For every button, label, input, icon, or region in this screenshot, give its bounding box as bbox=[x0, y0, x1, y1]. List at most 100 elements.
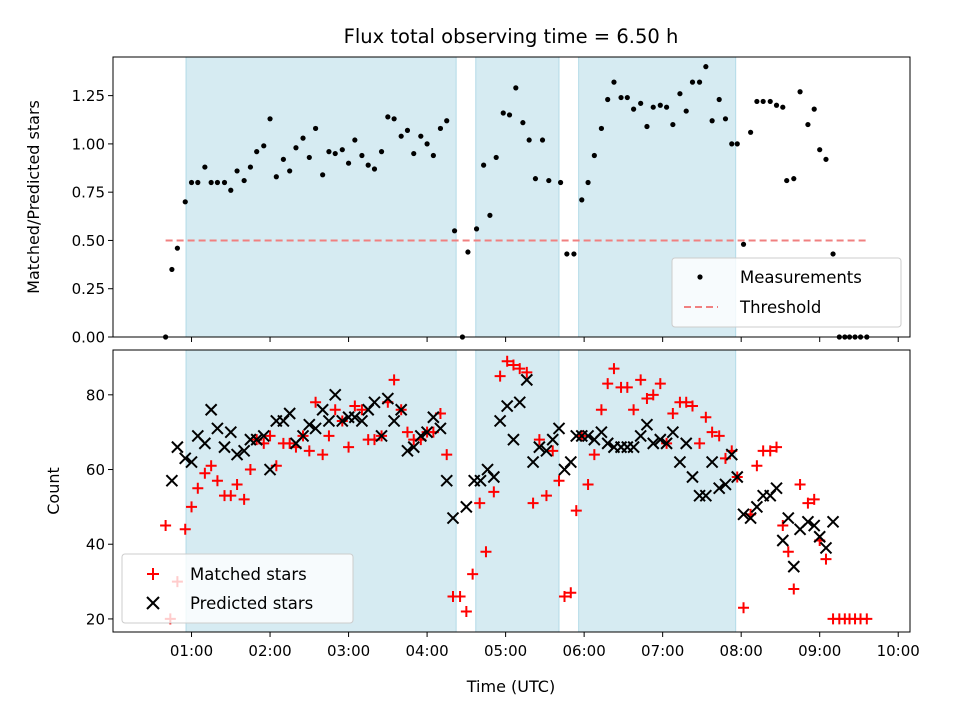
top-y-ticks: 0.00 0.25 0.50 0.75 1.00 1.25 bbox=[72, 87, 113, 347]
measurement-point bbox=[385, 114, 391, 120]
top-y-tick-label: 0.00 bbox=[72, 329, 105, 347]
measurement-point bbox=[339, 147, 345, 153]
measurement-point bbox=[591, 152, 597, 159]
measurement-point bbox=[754, 98, 760, 105]
predicted-star-point bbox=[316, 403, 329, 416]
matched-star-point bbox=[460, 605, 472, 617]
matched-star-point bbox=[570, 505, 582, 517]
top-axes-frame bbox=[112, 56, 911, 338]
predicted-star-point bbox=[336, 414, 349, 428]
measurement-point bbox=[500, 110, 506, 116]
predicted-star-point bbox=[185, 455, 198, 469]
measurement-point bbox=[287, 168, 293, 174]
matched-star-point bbox=[388, 374, 400, 386]
shaded-interval-3 bbox=[578, 349, 737, 633]
measurement-point bbox=[748, 129, 754, 135]
matched-star-point bbox=[608, 363, 620, 375]
measurement-point bbox=[444, 118, 450, 124]
measurement-point bbox=[689, 79, 696, 85]
measurement-point bbox=[312, 125, 319, 132]
measurement-point bbox=[202, 164, 208, 170]
legend-matched-label: Matched stars bbox=[190, 565, 307, 584]
predicted-star-point bbox=[368, 396, 381, 409]
matched-star-point bbox=[751, 460, 763, 472]
measurement-point bbox=[234, 168, 240, 174]
measurement-point bbox=[398, 133, 404, 139]
top-legend-box bbox=[671, 257, 902, 328]
measurement-point bbox=[638, 100, 644, 106]
predicted-star-point bbox=[807, 519, 821, 532]
matched-star-point bbox=[706, 426, 718, 438]
predicted-star-point bbox=[520, 373, 534, 387]
measurement-point bbox=[208, 179, 214, 186]
matched-star-point bbox=[777, 520, 789, 532]
measurement-point bbox=[169, 266, 175, 273]
predicted-star-point bbox=[263, 463, 277, 476]
matched-star-point bbox=[547, 445, 559, 457]
predicted-star-point bbox=[296, 429, 310, 443]
measurement-point bbox=[332, 150, 338, 157]
matched-star-point bbox=[401, 426, 413, 438]
top-legend: Measurements Threshold bbox=[671, 257, 902, 328]
measurement-point bbox=[598, 125, 605, 132]
predicted-star-point bbox=[487, 470, 501, 484]
x-tick-label: 06:00 bbox=[563, 642, 606, 660]
measurement-point bbox=[411, 150, 417, 157]
measurement-point bbox=[182, 199, 188, 205]
predicted-star-point bbox=[627, 440, 640, 454]
matched-star-point bbox=[160, 520, 172, 532]
matched-star-point bbox=[635, 374, 647, 386]
measurement-point bbox=[293, 145, 299, 151]
measurement-point bbox=[624, 94, 630, 101]
predicted-star-point bbox=[230, 448, 244, 461]
matched-star-point bbox=[686, 400, 698, 412]
matched-star-point bbox=[303, 445, 315, 457]
matched-star-point bbox=[595, 404, 607, 416]
matched-star-point bbox=[323, 430, 335, 442]
bottom-legend-box bbox=[121, 553, 354, 624]
matched-star-point bbox=[794, 478, 806, 490]
measurement-point bbox=[365, 162, 371, 168]
matched-star-point bbox=[582, 478, 594, 490]
bottom-y-ticks: 20 40 60 80 bbox=[86, 386, 113, 628]
top-x-ticks bbox=[191, 337, 899, 342]
predicted-star-point bbox=[673, 455, 687, 469]
matched-star-point bbox=[238, 493, 250, 505]
matched-star-point bbox=[199, 467, 211, 479]
measurement-point bbox=[254, 149, 260, 155]
matched-star-point bbox=[507, 359, 519, 371]
measurement-point bbox=[513, 85, 519, 91]
matched-star-point bbox=[480, 546, 492, 558]
predicted-star-point bbox=[564, 455, 577, 469]
measurement-point bbox=[644, 123, 650, 130]
measurement-point bbox=[703, 64, 709, 70]
matched-star-point bbox=[602, 378, 614, 390]
matched-star-point bbox=[565, 587, 577, 599]
measurement-point bbox=[657, 102, 663, 108]
measurement-point bbox=[631, 106, 637, 112]
predicted-star-point bbox=[237, 444, 251, 458]
chart-title: Flux total observing time = 6.50 h bbox=[344, 25, 679, 48]
measurement-point bbox=[378, 149, 385, 155]
measurement-point bbox=[280, 156, 286, 162]
matched-star-point bbox=[441, 449, 453, 461]
measurement-point bbox=[722, 116, 729, 122]
measurement-point bbox=[696, 79, 703, 85]
matched-star-point bbox=[654, 378, 666, 390]
bottom-legend: Matched stars Predicted stars bbox=[121, 553, 354, 624]
bottom-y-tick-label: 60 bbox=[86, 461, 105, 479]
measurement-point bbox=[326, 149, 332, 155]
matched-star-point bbox=[647, 389, 659, 401]
measurement-point bbox=[437, 125, 444, 132]
legend-measurements-label: Measurements bbox=[740, 268, 862, 287]
predicted-star-point bbox=[460, 500, 473, 514]
matched-star-point bbox=[628, 404, 640, 416]
measurement-point bbox=[767, 98, 773, 105]
predicted-star-point bbox=[407, 440, 420, 454]
measurement-point bbox=[709, 118, 715, 124]
predicted-star-point bbox=[813, 530, 826, 543]
predicted-star-point bbox=[224, 425, 237, 439]
x-tick-label: 10:00 bbox=[877, 642, 920, 660]
predicted-star-point bbox=[552, 422, 566, 435]
matched-star-point bbox=[521, 366, 533, 378]
